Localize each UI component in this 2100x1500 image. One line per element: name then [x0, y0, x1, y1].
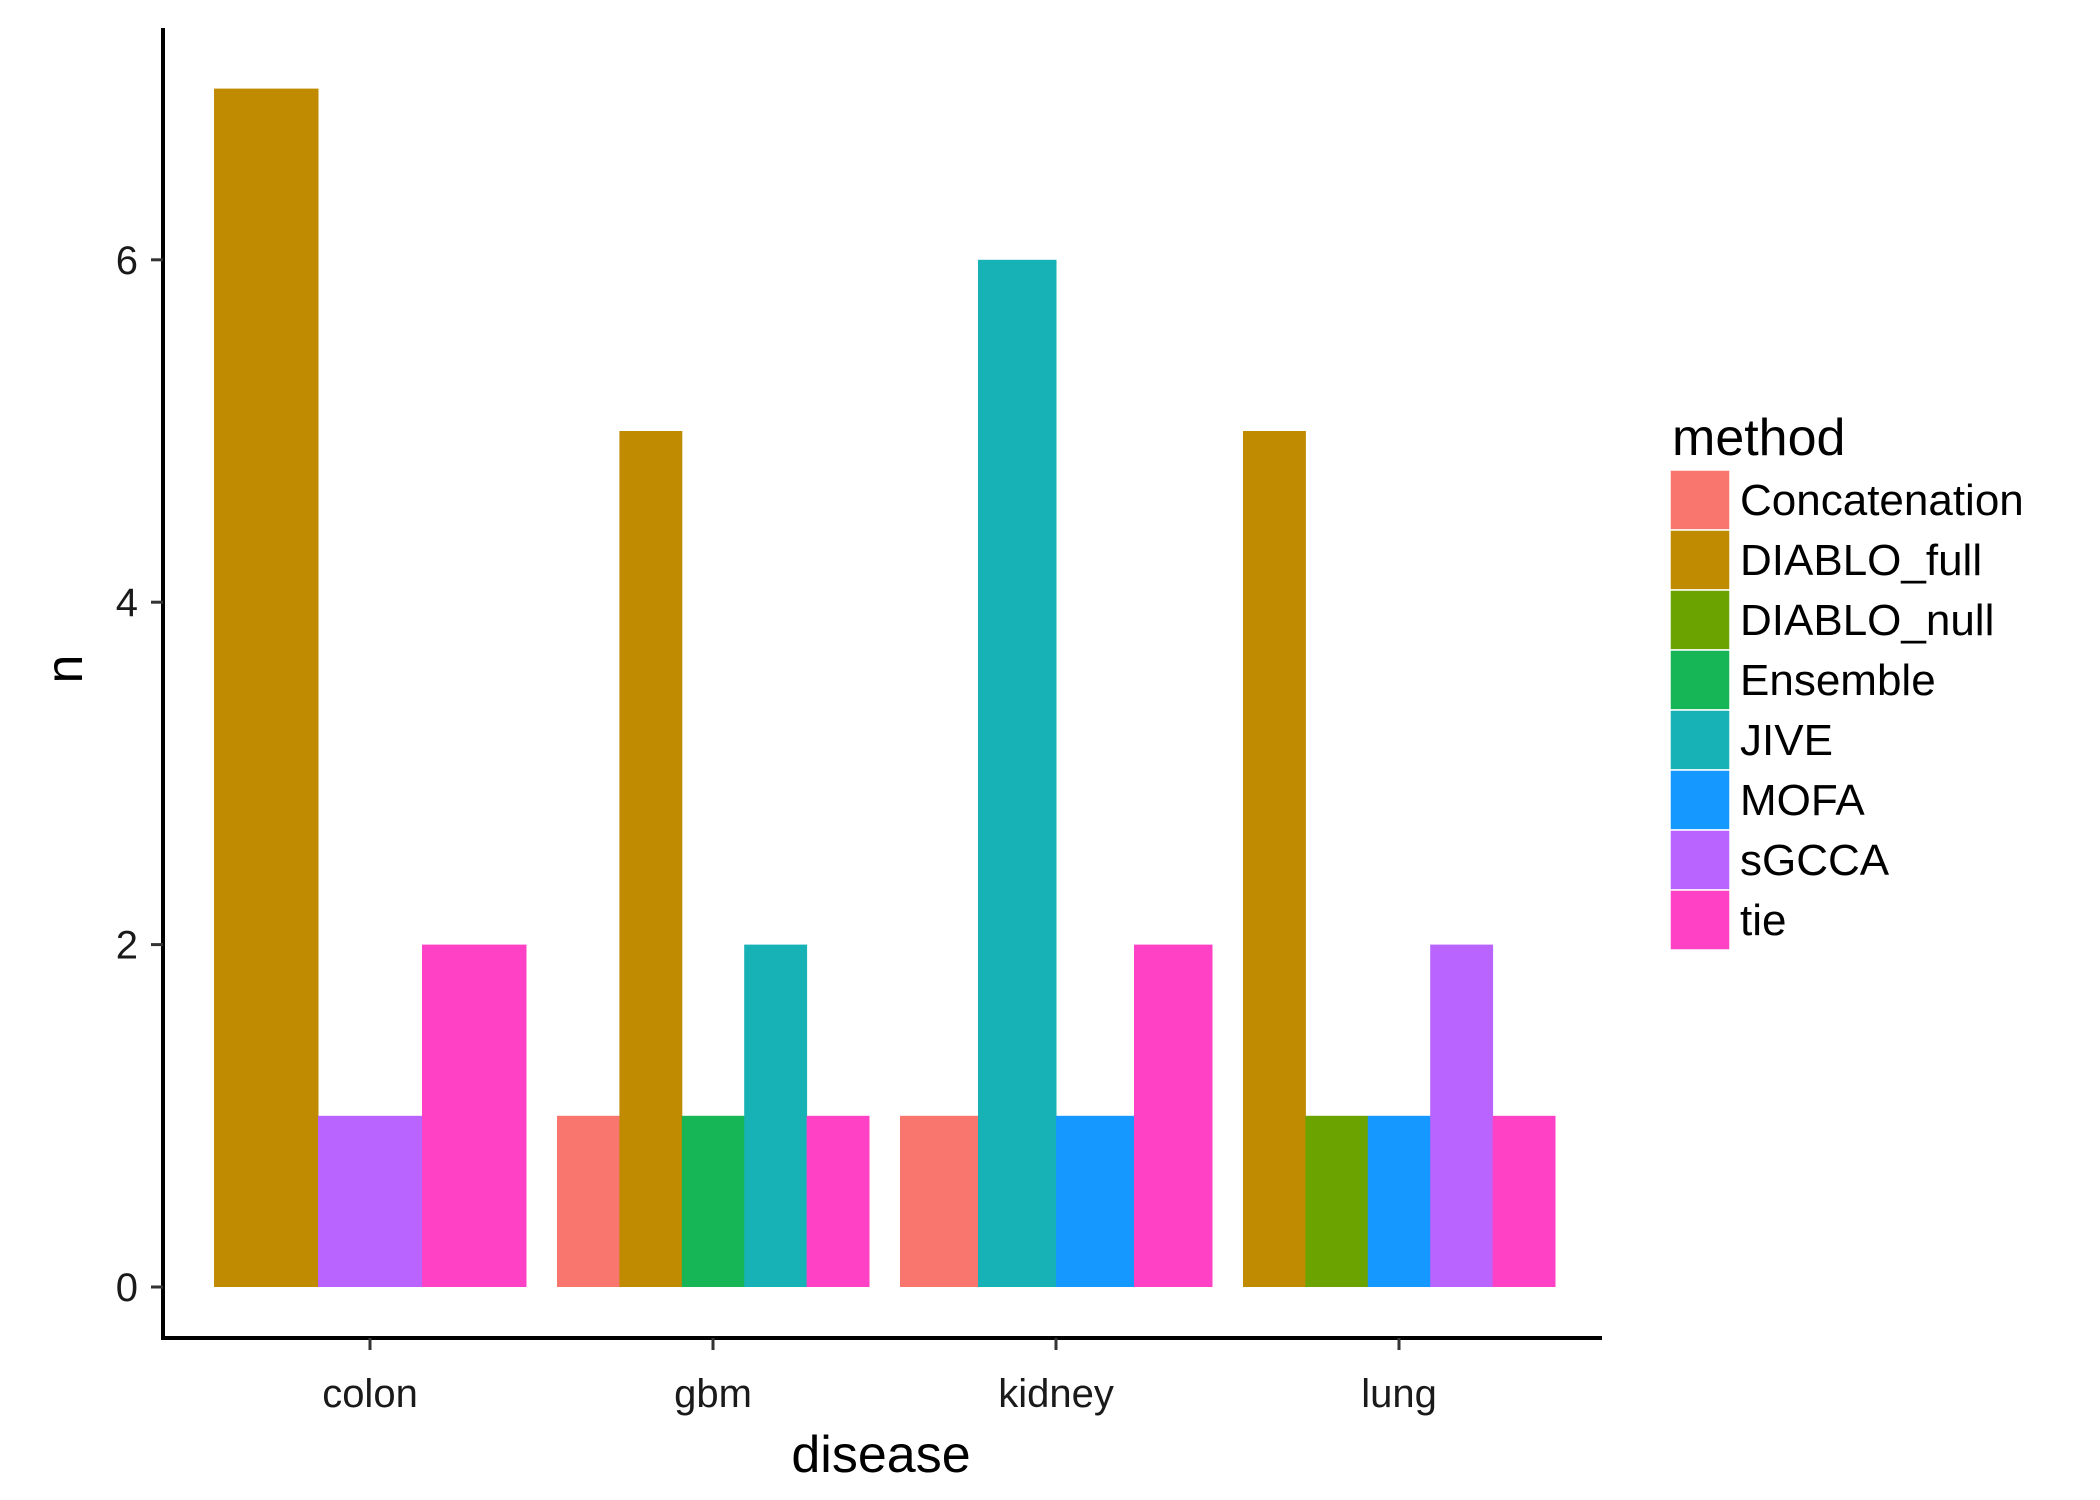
legend-key-JIVE	[1669, 709, 1731, 771]
legend: method Concatenation DIABLO_full DIABLO_nu…	[1669, 409, 2024, 951]
legend-label-Concatenation: Concatenation	[1740, 476, 2024, 525]
bar-kidney-MOFA	[1056, 1115, 1135, 1287]
y-tick-label: 2	[116, 924, 138, 968]
bar-kidney-tie	[1134, 944, 1213, 1287]
axes-layer	[161, 28, 1602, 1340]
bar-colon-tie	[422, 944, 527, 1287]
bar-gbm-JIVE	[744, 944, 808, 1287]
legend-label-DIABLO_null: DIABLO_null	[1740, 596, 1994, 645]
x-ticks: colon gbm kidney lung	[322, 1338, 1437, 1416]
legend-key-sGCCA	[1669, 829, 1731, 891]
bar-gbm-tie	[806, 1115, 870, 1287]
x-axis-title: disease	[791, 1426, 970, 1484]
bar-lung-DIABLO_null	[1305, 1115, 1369, 1287]
legend-label-JIVE: JIVE	[1740, 716, 1833, 765]
y-tick-label: 4	[116, 581, 138, 625]
x-tick-label-lung: lung	[1361, 1372, 1437, 1416]
y-tick-label: 6	[116, 239, 138, 283]
bar-lung-tie	[1492, 1115, 1556, 1287]
bar-gbm-DIABLO_full	[619, 431, 683, 1287]
bar-colon-DIABLO_full	[214, 88, 319, 1288]
legend-key-tie	[1669, 889, 1731, 951]
bar-gbm-Ensemble	[681, 1115, 745, 1287]
legend-title: method	[1672, 409, 1845, 467]
y-axis-title: n	[36, 655, 94, 684]
bar-lung-sGCCA	[1430, 944, 1494, 1287]
legend-key-Concatenation	[1669, 469, 1731, 531]
y-tick-label: 0	[116, 1266, 138, 1310]
bar-kidney-Concatenation	[900, 1115, 979, 1287]
legend-label-sGCCA: sGCCA	[1740, 836, 1890, 885]
x-tick-label-kidney: kidney	[998, 1372, 1114, 1416]
legend-key-MOFA	[1669, 769, 1731, 831]
bars-layer	[214, 88, 1556, 1288]
x-tick-label-gbm: gbm	[674, 1372, 752, 1416]
y-ticks: 0 2 4 6	[116, 239, 163, 1310]
bar-gbm-Concatenation	[557, 1115, 620, 1287]
bar-lung-MOFA	[1367, 1115, 1431, 1287]
legend-label-MOFA: MOFA	[1740, 776, 1865, 825]
legend-label-Ensemble: Ensemble	[1740, 656, 1936, 705]
legend-key-DIABLO_full	[1669, 529, 1731, 591]
bar-kidney-JIVE	[978, 259, 1057, 1287]
x-tick-label-colon: colon	[322, 1372, 418, 1416]
bar-lung-DIABLO_full	[1243, 431, 1306, 1287]
legend-label-tie: tie	[1740, 896, 1786, 945]
legend-key-Ensemble	[1669, 649, 1731, 711]
legend-label-DIABLO_full: DIABLO_full	[1740, 536, 1982, 585]
legend-key-DIABLO_null	[1669, 589, 1731, 651]
bar-colon-sGCCA	[318, 1115, 423, 1287]
